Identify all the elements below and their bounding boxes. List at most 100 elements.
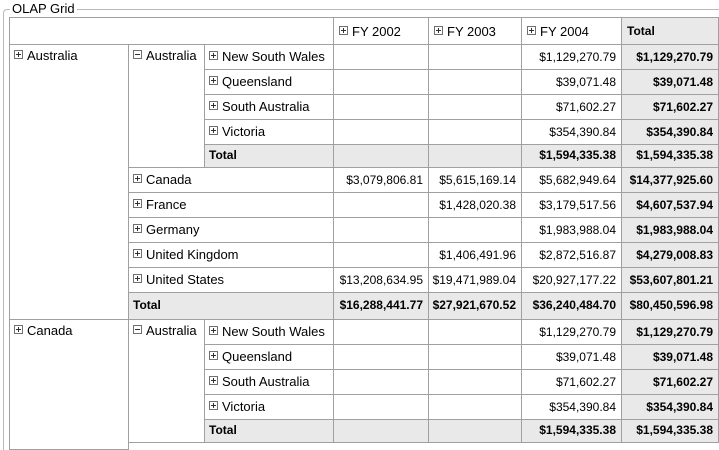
row-header-victoria[interactable]: Victoria: [205, 395, 334, 420]
cell-subtotal: [334, 145, 429, 168]
cell-row-total: $354,390.84: [622, 395, 719, 420]
cell-row-total: $1,129,270.79: [622, 45, 719, 70]
row-header-queensland[interactable]: Queensland: [205, 70, 334, 95]
cell-value: $39,071.48: [522, 345, 622, 370]
plus-box-icon[interactable]: [133, 274, 142, 283]
plus-box-icon[interactable]: [209, 351, 218, 360]
plus-box-icon[interactable]: [434, 26, 443, 35]
cell-subtotal: [429, 420, 522, 443]
row-header-australia[interactable]: Australia: [9, 45, 129, 320]
plus-box-icon[interactable]: [339, 26, 348, 35]
cell-value: $3,179,517.56: [522, 193, 622, 218]
cell-row-total: $1,983,988.04: [622, 218, 719, 243]
cell-subtotal: $1,594,335.38: [522, 145, 622, 168]
cell-row-total: $1,129,270.79: [622, 320, 719, 345]
row-header-subtotal: Total: [205, 145, 334, 168]
cell-row-total: $4,279,008.83: [622, 243, 719, 268]
row-header-queensland[interactable]: Queensland: [205, 345, 334, 370]
cell-subtotal: $1,594,335.38: [522, 420, 622, 443]
plus-box-icon[interactable]: [209, 76, 218, 85]
cell-total: $16,288,441.77: [334, 293, 429, 320]
plus-box-icon[interactable]: [209, 376, 218, 385]
cell-row-total: $4,607,537.94: [622, 193, 719, 218]
cell-subtotal: [429, 145, 522, 168]
cell-value: $3,079,806.81: [334, 168, 429, 193]
cell-row-total: $39,071.48: [622, 345, 719, 370]
cell-value: [334, 320, 429, 345]
cell-row-total: $14,377,925.60: [622, 168, 719, 193]
column-header-fy2002[interactable]: FY 2002: [334, 17, 429, 45]
cell-value: $354,390.84: [522, 120, 622, 145]
row-header-south-australia[interactable]: South Australia: [205, 370, 334, 395]
plus-box-icon[interactable]: [14, 50, 23, 59]
cell-value: $2,872,516.87: [522, 243, 622, 268]
cell-value: $354,390.84: [522, 395, 622, 420]
cell-value: $1,428,020.38: [429, 193, 522, 218]
plus-box-icon[interactable]: [133, 199, 142, 208]
row-header-subtotal: Total: [205, 420, 334, 443]
row-header-new-south-wales[interactable]: New South Wales: [205, 320, 334, 345]
group-title: OLAP Grid: [10, 1, 77, 16]
plus-box-icon[interactable]: [133, 224, 142, 233]
column-header-fy2003[interactable]: FY 2003: [429, 17, 522, 45]
cell-value: $13,208,634.95: [334, 268, 429, 293]
cell-value: $39,071.48: [522, 70, 622, 95]
minus-box-icon[interactable]: [133, 50, 142, 59]
cell-value: [429, 345, 522, 370]
cell-value: [429, 395, 522, 420]
cell-subtotal: [334, 420, 429, 443]
cell-value: [334, 345, 429, 370]
cell-value: $5,615,169.14: [429, 168, 522, 193]
cell-total: $27,921,670.52: [429, 293, 522, 320]
row-header-united-states[interactable]: United States: [129, 268, 334, 293]
cell-value: $1,983,988.04: [522, 218, 622, 243]
cell-value: [429, 370, 522, 395]
cell-value: $1,129,270.79: [522, 45, 622, 70]
cell-value: [334, 193, 429, 218]
cell-value: $1,406,491.96: [429, 243, 522, 268]
plus-box-icon[interactable]: [14, 325, 23, 334]
cell-total: $80,450,596.98: [622, 293, 719, 320]
cell-value: [334, 95, 429, 120]
row-header-new-south-wales[interactable]: New South Wales: [205, 45, 334, 70]
minus-box-icon[interactable]: [133, 325, 142, 334]
plus-box-icon[interactable]: [133, 174, 142, 183]
cell-value: [429, 120, 522, 145]
header-corner: [9, 17, 334, 45]
plus-box-icon[interactable]: [209, 401, 218, 410]
cell-value: [334, 120, 429, 145]
plus-box-icon[interactable]: [209, 101, 218, 110]
cell-value: [429, 70, 522, 95]
plus-box-icon[interactable]: [209, 326, 218, 335]
cell-value: [429, 45, 522, 70]
plus-box-icon[interactable]: [133, 249, 142, 258]
cell-value: $71,602.27: [522, 370, 622, 395]
row-header-australia-australia[interactable]: Australia: [129, 45, 205, 168]
plus-box-icon[interactable]: [209, 51, 218, 60]
cell-value: $19,471,989.04: [429, 268, 522, 293]
column-header-fy2004[interactable]: FY 2004: [522, 17, 622, 45]
row-header-canada-australia[interactable]: Australia: [129, 320, 205, 443]
cell-row-total: $71,602.27: [622, 370, 719, 395]
plus-box-icon[interactable]: [527, 26, 536, 35]
cell-total: $36,240,484.70: [522, 293, 622, 320]
cell-value: [334, 218, 429, 243]
cell-row-total: $39,071.48: [622, 70, 719, 95]
cell-row-total: $354,390.84: [622, 120, 719, 145]
row-header-canada[interactable]: Canada: [129, 168, 334, 193]
cell-value: $71,602.27: [522, 95, 622, 120]
row-header-france[interactable]: France: [129, 193, 334, 218]
row-header-victoria[interactable]: Victoria: [205, 120, 334, 145]
row-header-south-australia[interactable]: South Australia: [205, 95, 334, 120]
cell-subtotal: $1,594,335.38: [622, 145, 719, 168]
cell-value: [429, 95, 522, 120]
cell-value: [334, 243, 429, 268]
cell-value: [334, 395, 429, 420]
column-header-total: Total: [622, 17, 719, 45]
plus-box-icon[interactable]: [209, 126, 218, 135]
row-header-united-kingdom[interactable]: United Kingdom: [129, 243, 334, 268]
olap-grid-group: [3, 9, 719, 450]
row-header-canada-top[interactable]: Canada: [9, 320, 129, 450]
row-header-germany[interactable]: Germany: [129, 218, 334, 243]
